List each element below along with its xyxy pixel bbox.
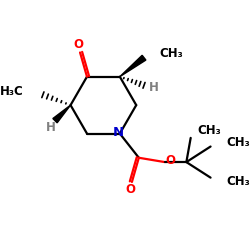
Text: O: O bbox=[166, 154, 176, 167]
Text: H₃C: H₃C bbox=[0, 85, 24, 98]
Text: O: O bbox=[125, 183, 135, 196]
Text: CH₃: CH₃ bbox=[226, 136, 250, 149]
Text: N: N bbox=[112, 126, 124, 139]
Text: H: H bbox=[46, 121, 56, 134]
Polygon shape bbox=[53, 105, 70, 123]
Text: H: H bbox=[149, 80, 159, 94]
Polygon shape bbox=[120, 55, 146, 77]
Text: CH₃: CH₃ bbox=[160, 47, 183, 60]
Text: CH₃: CH₃ bbox=[226, 176, 250, 188]
Text: O: O bbox=[73, 38, 83, 51]
Text: CH₃: CH₃ bbox=[198, 124, 221, 138]
